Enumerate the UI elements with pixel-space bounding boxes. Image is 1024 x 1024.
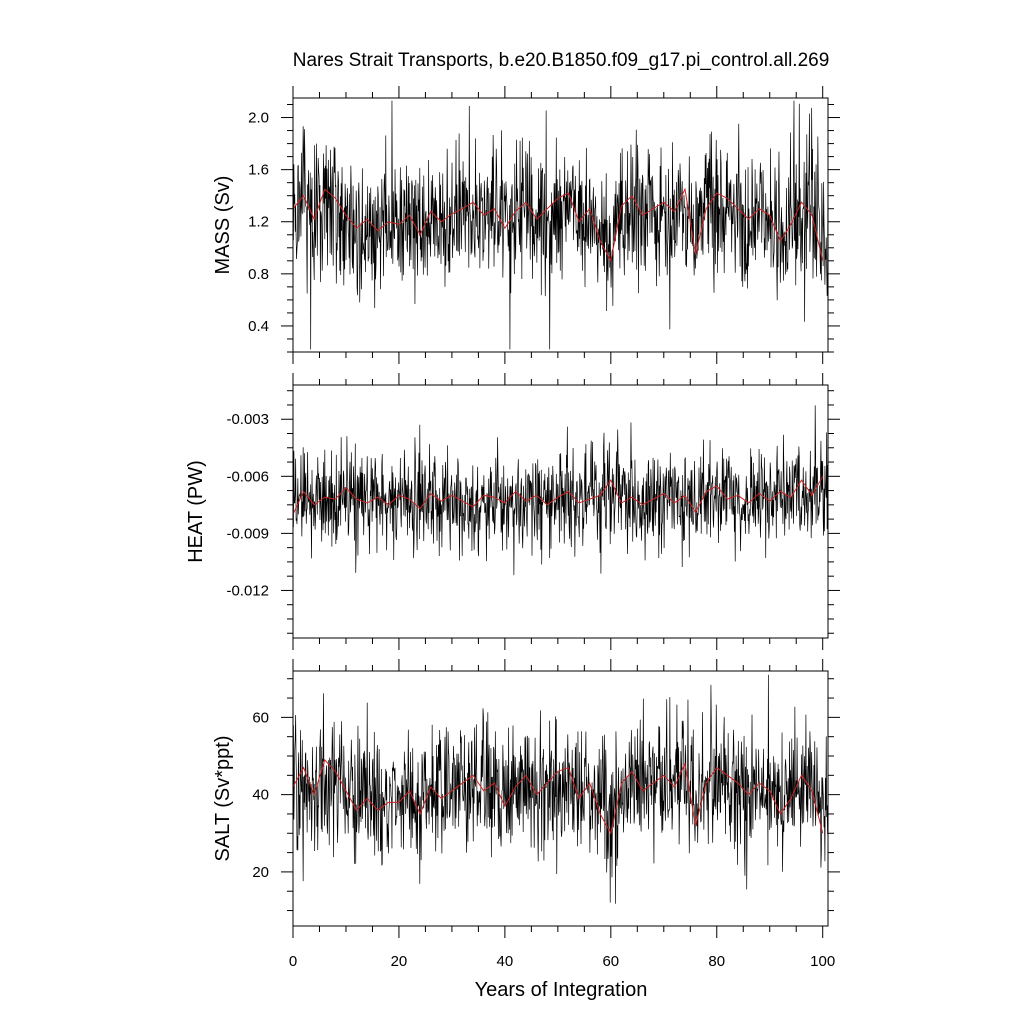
smoothed-series-line-0 [293, 187, 824, 263]
y-tick-label-0: 1.6 [248, 162, 269, 179]
y-tick-label-0: 2.0 [248, 110, 269, 127]
panel-0: 0.4 0.8 1.2 1.6 2.0 MASS (Sv) [212, 86, 840, 364]
monthly-series-line-0 [293, 100, 828, 350]
y-axis-title-1: HEAT (PW) [185, 460, 207, 563]
x-tick-label: 80 [708, 953, 725, 970]
x-tick-label: 40 [497, 953, 514, 970]
y-tick-label-2: 20 [252, 864, 269, 881]
y-tick-label-1: -0.012 [226, 582, 269, 599]
x-axis-title: Years of Integration [475, 979, 648, 1001]
y-tick-label-0: 0.8 [248, 266, 269, 283]
y-axis-title-0: MASS (Sv) [212, 176, 234, 275]
x-tick-label: 60 [602, 953, 619, 970]
monthly-series-line-2 [293, 674, 828, 904]
y-tick-label-0: 0.4 [248, 318, 269, 335]
panel-1: -0.012 -0.009 -0.006 -0.003 HEAT (PW) [185, 373, 840, 650]
y-tick-label-0: 1.2 [248, 214, 269, 231]
panel-frame-2 [292, 670, 829, 927]
panel-frame-0 [292, 97, 829, 353]
panel-frame-1 [292, 384, 829, 639]
smoothed-series-line-1 [293, 476, 824, 515]
x-tick-label: 20 [391, 953, 408, 970]
y-tick-label-1: -0.006 [226, 468, 269, 485]
x-tick-label: 100 [810, 953, 835, 970]
y-tick-label-1: -0.003 [226, 411, 269, 428]
y-tick-label-1: -0.009 [226, 525, 269, 542]
y-axis-title-2: SALT (Sv*ppt) [212, 736, 234, 862]
y-tick-label-2: 60 [252, 709, 269, 726]
monthly-series-line-1 [293, 405, 828, 576]
x-tick-label: 0 [289, 953, 297, 970]
panel-2: 20 40 60 SALT (Sv*ppt) [212, 659, 840, 938]
smoothed-series-line-2 [293, 758, 824, 835]
chart-title: Nares Strait Transports, b.e20.B1850.f09… [293, 50, 830, 71]
y-tick-label-2: 40 [252, 787, 269, 804]
